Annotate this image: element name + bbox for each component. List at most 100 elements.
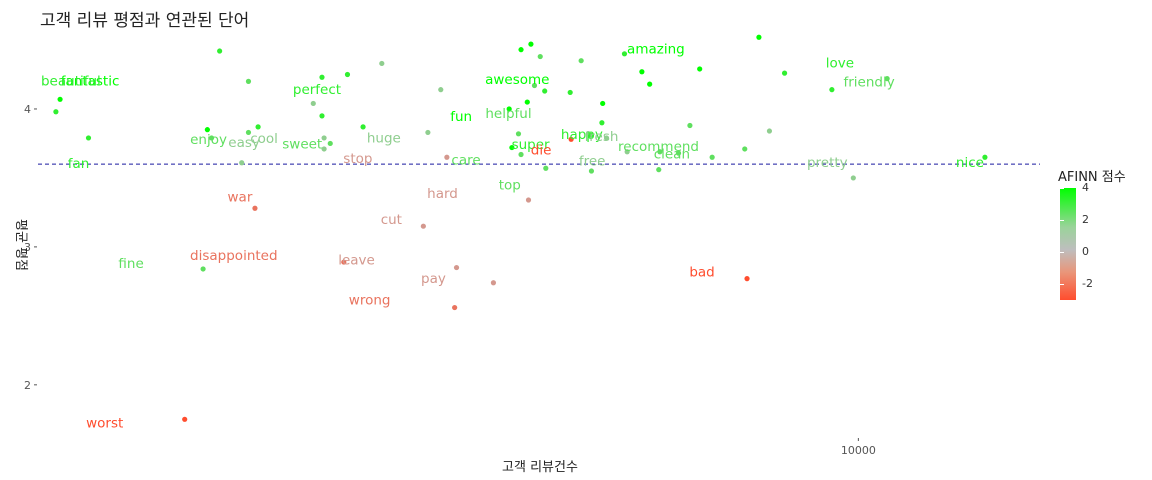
data-point — [379, 60, 385, 67]
data-point — [341, 259, 347, 265]
data-point — [490, 280, 497, 286]
legend-tick-mark — [1060, 284, 1064, 285]
x-axis: 10000 — [841, 438, 876, 457]
data-point — [425, 129, 431, 136]
y-tick-label: 4 — [24, 103, 31, 116]
data-point — [85, 135, 92, 141]
legend-title: AFINN 점수 — [1058, 170, 1126, 185]
data-point — [310, 100, 316, 107]
word-label-pretty: pretty — [807, 155, 848, 171]
data-point — [239, 160, 245, 166]
word-label-hard: hard — [427, 186, 458, 202]
word-label-leave: leave — [338, 253, 375, 269]
word-label-clean: clean — [654, 147, 690, 163]
word-label-cut: cut — [381, 212, 402, 228]
word-label-stop: stop — [343, 151, 372, 167]
data-point — [829, 87, 835, 93]
data-point — [518, 151, 524, 158]
data-point — [452, 304, 458, 311]
data-point — [506, 106, 512, 112]
word-label-amazing: amazing — [627, 42, 685, 58]
data-point — [208, 135, 215, 141]
data-point — [57, 96, 63, 102]
data-point — [319, 74, 325, 80]
data-point — [709, 154, 715, 160]
word-label-war: war — [228, 189, 253, 205]
data-point — [344, 71, 351, 78]
data-point — [319, 113, 325, 119]
word-label-happy: happy — [561, 127, 603, 143]
word-label-free: free — [579, 154, 606, 170]
word-label-fine: fine — [118, 256, 143, 272]
y-tick-label: 3 — [24, 241, 31, 254]
data-point — [53, 109, 59, 115]
data-point — [444, 154, 450, 160]
data-point — [639, 69, 645, 75]
data-point — [453, 264, 460, 271]
data-point — [245, 129, 252, 136]
word-label-perfect: perfect — [293, 82, 341, 98]
word-label-fan: fan — [68, 156, 90, 172]
word-label-bad: bad — [689, 265, 714, 281]
data-point — [252, 205, 258, 211]
word-label-fresh: fresh — [585, 129, 619, 145]
y-tick-label: 2 — [24, 379, 31, 392]
data-point — [603, 135, 610, 141]
word-label-enjoy: enjoy — [190, 132, 227, 148]
word-label-huge: huge — [367, 130, 401, 146]
data-point — [742, 146, 748, 152]
data-point — [528, 41, 534, 47]
word-label-beautiful: beautiful — [41, 74, 101, 90]
data-point — [515, 131, 522, 137]
legend-tick-label: 4 — [1082, 181, 1089, 194]
legend-tick-label: -2 — [1082, 277, 1093, 290]
data-point — [621, 51, 628, 57]
word-label-super: super — [512, 137, 550, 153]
data-point — [697, 66, 703, 72]
data-point — [420, 223, 426, 229]
data-point — [756, 34, 762, 40]
data-point — [245, 78, 252, 84]
data-point — [850, 175, 856, 181]
x-tick-label: 10000 — [841, 444, 876, 457]
y-axis-title: 평균 평점 — [13, 219, 28, 271]
data-point — [518, 47, 524, 53]
data-point — [675, 150, 682, 156]
x-axis-title: 고객 리뷰건수 — [502, 460, 578, 475]
color-legend: AFINN 점수 4 2 0 -2 — [1058, 166, 1148, 306]
data-point — [624, 149, 630, 155]
data-point — [657, 149, 663, 155]
data-point — [568, 136, 574, 142]
data-point — [766, 128, 773, 134]
word-label-sweet: sweet — [282, 136, 322, 152]
data-point — [578, 58, 584, 64]
data-point — [509, 144, 515, 151]
data-point — [525, 197, 532, 203]
legend-tick-mark — [1060, 220, 1064, 221]
data-point — [656, 167, 662, 173]
word-label-awesome: awesome — [485, 72, 549, 88]
data-point — [567, 89, 573, 96]
word-label-die: die — [531, 142, 552, 158]
data-point — [543, 165, 549, 171]
legend-tick-label: 0 — [1082, 245, 1089, 258]
data-point — [531, 82, 538, 89]
data-point — [255, 124, 261, 130]
data-point — [537, 53, 543, 60]
data-point — [217, 48, 223, 54]
word-label-recommend: recommend — [618, 139, 699, 155]
data-point — [542, 88, 548, 94]
legend-tick-mark — [1060, 188, 1064, 189]
data-point — [744, 276, 750, 282]
word-label-friendly: friendly — [844, 75, 895, 91]
word-label-easy: easy — [228, 135, 260, 151]
data-point — [599, 120, 605, 126]
data-point — [588, 132, 594, 138]
chart-title: 고객 리뷰 평점과 연관된 단어 — [40, 11, 250, 31]
data-point — [588, 168, 595, 174]
data-point — [524, 99, 530, 105]
data-point — [204, 127, 210, 133]
data-point — [360, 124, 366, 130]
word-label-fun: fun — [450, 109, 472, 125]
